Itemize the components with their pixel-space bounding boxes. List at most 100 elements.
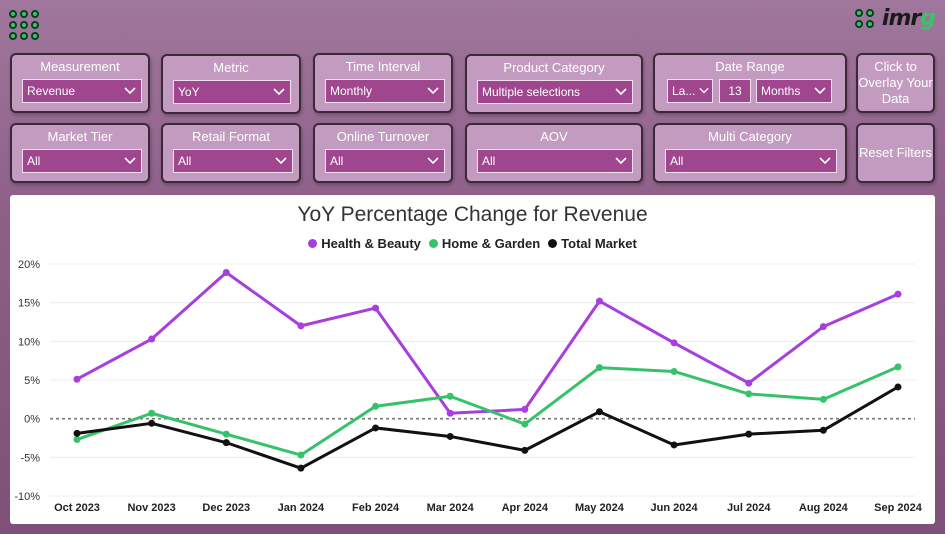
data-point bbox=[297, 451, 305, 459]
online-turnover-value: All bbox=[330, 154, 344, 168]
retail-format-dropdown[interactable]: All bbox=[173, 149, 293, 173]
data-point bbox=[745, 390, 753, 398]
overlay-data-button[interactable]: Click to Overlay Your Data bbox=[856, 53, 935, 113]
data-point bbox=[595, 364, 603, 372]
date-range-count-value: 13 bbox=[728, 84, 742, 98]
measurement-value: Revenue bbox=[27, 84, 76, 98]
market-tier-dropdown[interactable]: All bbox=[22, 149, 142, 173]
y-tick-label: -10% bbox=[14, 491, 40, 503]
date-range-mode-value: La... bbox=[672, 84, 696, 98]
chevron-down-icon bbox=[699, 87, 709, 94]
chart-legend: Health & Beauty Home & Garden Total Mark… bbox=[10, 236, 935, 251]
chevron-down-icon bbox=[124, 157, 136, 165]
data-point bbox=[670, 441, 678, 449]
x-tick-label: Mar 2024 bbox=[427, 502, 475, 514]
legend-item-home-garden[interactable]: Home & Garden bbox=[428, 236, 541, 251]
x-tick-label: Jan 2024 bbox=[278, 502, 325, 514]
metric-value: YoY bbox=[178, 85, 200, 99]
y-tick-label: -5% bbox=[20, 452, 40, 464]
date-range-slicer: Date Range La... 13 Months bbox=[653, 53, 847, 113]
x-tick-label: Feb 2024 bbox=[352, 502, 400, 514]
aov-value: All bbox=[482, 154, 496, 168]
data-point bbox=[894, 290, 902, 298]
data-point bbox=[297, 322, 305, 330]
measurement-dropdown[interactable]: Revenue bbox=[22, 79, 142, 103]
chevron-down-icon bbox=[273, 88, 285, 96]
market-tier-value: All bbox=[27, 154, 41, 168]
chevron-down-icon bbox=[615, 157, 627, 165]
data-point bbox=[446, 432, 454, 440]
multi-category-slicer: Multi Category All bbox=[653, 123, 847, 183]
market-tier-title: Market Tier bbox=[47, 129, 113, 144]
chevron-down-icon bbox=[124, 87, 136, 95]
legend-dot-total-market bbox=[548, 239, 558, 248]
data-point bbox=[670, 367, 678, 375]
product-category-slicer: Product Category Multiple selections bbox=[465, 54, 643, 114]
data-point bbox=[372, 402, 380, 410]
date-range-unit-dropdown[interactable]: Months bbox=[756, 79, 832, 103]
x-tick-label: Jun 2024 bbox=[651, 502, 699, 514]
brand-logo: imrg bbox=[881, 6, 936, 31]
legend-dot-health-beauty bbox=[308, 239, 318, 248]
data-point bbox=[446, 409, 454, 417]
date-range-mode-dropdown[interactable]: La... bbox=[667, 79, 713, 103]
reset-filters-button[interactable]: Reset Filters bbox=[856, 123, 935, 183]
data-point bbox=[595, 408, 603, 416]
data-point bbox=[222, 430, 230, 438]
legend-label-home-garden: Home & Garden bbox=[441, 236, 541, 251]
data-point bbox=[521, 420, 529, 428]
data-point bbox=[894, 383, 902, 391]
measurement-title: Measurement bbox=[40, 59, 120, 74]
date-range-count-input[interactable]: 13 bbox=[719, 79, 751, 103]
x-tick-label: May 2024 bbox=[575, 502, 625, 514]
product-category-value: Multiple selections bbox=[482, 85, 581, 99]
legend-item-total-market[interactable]: Total Market bbox=[548, 236, 637, 251]
legend-item-health-beauty[interactable]: Health & Beauty bbox=[308, 236, 421, 251]
x-tick-label: Oct 2023 bbox=[54, 502, 100, 514]
retail-format-slicer: Retail Format All bbox=[161, 123, 301, 183]
series-line-1 bbox=[76, 365, 899, 457]
online-turnover-title: Online Turnover bbox=[336, 129, 430, 144]
chevron-down-icon bbox=[819, 157, 831, 165]
data-point bbox=[148, 419, 156, 427]
online-turnover-dropdown[interactable]: All bbox=[325, 149, 445, 173]
data-point bbox=[894, 363, 902, 371]
overlay-data-label: Click to Overlay Your Data bbox=[858, 59, 933, 106]
data-point bbox=[446, 392, 454, 400]
legend-label-total-market: Total Market bbox=[561, 236, 637, 251]
time-interval-value: Monthly bbox=[330, 84, 373, 98]
time-interval-slicer: Time Interval Monthly bbox=[313, 53, 453, 113]
multi-category-value: All bbox=[670, 154, 684, 168]
data-point bbox=[521, 405, 529, 413]
data-point bbox=[297, 464, 305, 472]
data-point bbox=[73, 436, 81, 444]
reset-filters-label: Reset Filters bbox=[859, 145, 932, 160]
data-point bbox=[819, 395, 827, 403]
chevron-down-icon bbox=[427, 157, 439, 165]
date-range-title: Date Range bbox=[715, 59, 785, 74]
app-grid-logo-icon bbox=[9, 10, 39, 40]
data-point bbox=[222, 439, 230, 447]
data-point bbox=[372, 424, 380, 432]
product-category-dropdown[interactable]: Multiple selections bbox=[477, 80, 633, 104]
market-tier-slicer: Market Tier All bbox=[10, 123, 150, 183]
x-tick-label: Sep 2024 bbox=[874, 502, 923, 514]
x-tick-label: Jul 2024 bbox=[727, 502, 771, 514]
metric-dropdown[interactable]: YoY bbox=[173, 80, 291, 104]
aov-dropdown[interactable]: All bbox=[477, 149, 633, 173]
y-tick-label: 10% bbox=[18, 336, 40, 348]
line-chart-plot: 20% 15% 10% 5% 0% -5% -10% Oct 2023 Nov 2023 Dec … bbox=[14, 259, 923, 514]
chevron-down-icon bbox=[814, 87, 826, 95]
x-tick-label: Apr 2024 bbox=[502, 502, 549, 514]
measurement-slicer: Measurement Revenue bbox=[10, 53, 150, 113]
data-point bbox=[745, 430, 753, 438]
multi-category-dropdown[interactable]: All bbox=[665, 149, 837, 173]
data-point bbox=[819, 426, 827, 434]
y-tick-label: 0% bbox=[24, 414, 40, 426]
data-point bbox=[819, 323, 827, 331]
metric-title: Metric bbox=[213, 60, 249, 75]
time-interval-dropdown[interactable]: Monthly bbox=[325, 79, 445, 103]
series-line-0 bbox=[76, 271, 899, 415]
data-point bbox=[595, 297, 603, 305]
x-tick-label: Dec 2023 bbox=[202, 502, 250, 514]
